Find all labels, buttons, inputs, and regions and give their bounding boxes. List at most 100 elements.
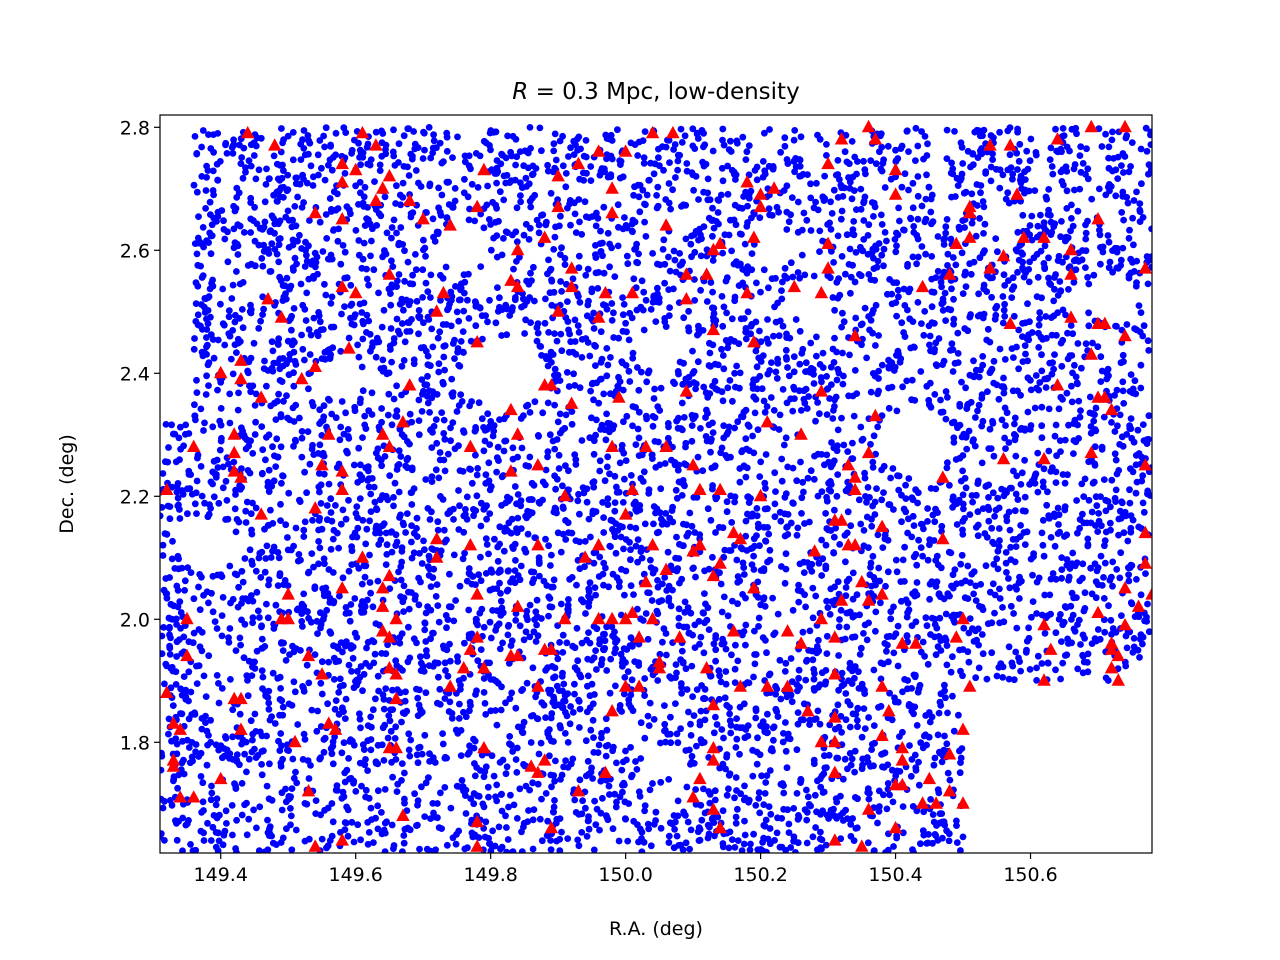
blue-point <box>372 695 379 703</box>
blue-point <box>818 536 825 544</box>
blue-point <box>942 317 949 324</box>
blue-point <box>513 769 521 776</box>
blue-point <box>381 819 389 827</box>
blue-point <box>1004 166 1012 174</box>
blue-point <box>249 614 257 621</box>
blue-point <box>906 285 914 293</box>
blue-point <box>993 302 1001 310</box>
blue-point <box>270 359 278 367</box>
blue-point <box>696 826 704 833</box>
blue-point <box>753 505 761 512</box>
blue-point <box>756 809 764 817</box>
blue-point <box>867 157 875 165</box>
blue-point <box>415 307 423 314</box>
blue-point <box>644 635 652 643</box>
blue-point <box>472 507 480 514</box>
blue-point <box>487 676 495 683</box>
blue-point <box>453 782 461 790</box>
blue-point <box>487 634 495 642</box>
blue-point <box>1114 422 1121 430</box>
blue-point <box>1070 278 1078 286</box>
blue-point <box>596 457 604 465</box>
blue-point <box>358 782 365 790</box>
blue-point <box>280 194 287 201</box>
blue-point <box>1031 471 1039 479</box>
blue-point <box>547 189 555 197</box>
blue-point <box>301 518 309 526</box>
blue-point <box>208 221 216 229</box>
blue-point <box>415 431 423 439</box>
blue-point <box>861 474 869 482</box>
blue-point <box>968 492 976 499</box>
blue-point <box>746 846 754 853</box>
blue-point <box>213 795 221 803</box>
blue-point <box>1045 512 1053 520</box>
blue-point <box>433 439 441 447</box>
blue-point <box>379 356 387 364</box>
blue-point <box>547 562 554 569</box>
blue-point <box>380 306 388 314</box>
blue-point <box>317 679 325 687</box>
blue-point <box>724 190 732 198</box>
blue-point <box>944 305 952 313</box>
blue-point <box>440 526 448 534</box>
blue-point <box>446 698 454 706</box>
blue-point <box>405 301 413 309</box>
blue-point <box>496 303 503 311</box>
blue-point <box>225 639 233 646</box>
blue-point <box>625 336 633 344</box>
blue-point <box>977 189 984 197</box>
blue-point <box>546 752 553 760</box>
blue-point <box>1137 591 1145 599</box>
blue-point <box>550 246 558 253</box>
blue-point <box>610 309 617 317</box>
blue-point <box>1085 309 1092 317</box>
blue-point <box>807 227 815 234</box>
blue-point <box>733 715 740 722</box>
blue-point <box>1138 477 1146 485</box>
blue-point <box>225 307 233 314</box>
blue-point <box>559 162 567 170</box>
blue-point <box>794 269 802 276</box>
blue-point <box>359 387 367 395</box>
blue-point <box>947 549 955 557</box>
blue-point <box>970 357 977 365</box>
blue-point <box>275 241 283 249</box>
blue-point <box>544 399 552 407</box>
blue-point <box>1076 524 1083 532</box>
blue-point <box>583 833 591 840</box>
blue-point <box>326 195 334 202</box>
blue-point <box>668 507 676 514</box>
blue-point <box>229 281 237 289</box>
blue-point <box>470 512 477 520</box>
blue-point <box>551 233 559 241</box>
blue-point <box>963 445 971 453</box>
blue-point <box>342 409 349 417</box>
blue-point <box>1139 499 1147 507</box>
blue-point <box>1001 434 1008 442</box>
blue-point <box>1017 522 1024 529</box>
blue-point <box>989 156 996 164</box>
blue-point <box>689 171 697 179</box>
blue-point <box>227 355 235 363</box>
blue-point <box>657 485 665 493</box>
blue-point <box>542 466 550 474</box>
blue-point <box>166 642 174 650</box>
blue-point <box>928 614 936 622</box>
blue-point <box>1057 233 1064 241</box>
blue-point <box>826 219 833 227</box>
blue-point <box>1038 351 1045 359</box>
blue-point <box>321 560 328 568</box>
blue-point <box>268 338 276 346</box>
blue-point <box>574 657 582 665</box>
blue-point <box>421 731 429 739</box>
blue-point <box>1101 559 1109 567</box>
blue-point <box>908 685 915 692</box>
blue-point <box>276 747 284 754</box>
blue-point <box>979 198 987 205</box>
blue-point <box>160 541 167 549</box>
blue-point <box>443 321 450 328</box>
blue-point <box>1124 537 1132 545</box>
blue-point <box>883 237 890 245</box>
blue-point <box>1002 195 1010 203</box>
